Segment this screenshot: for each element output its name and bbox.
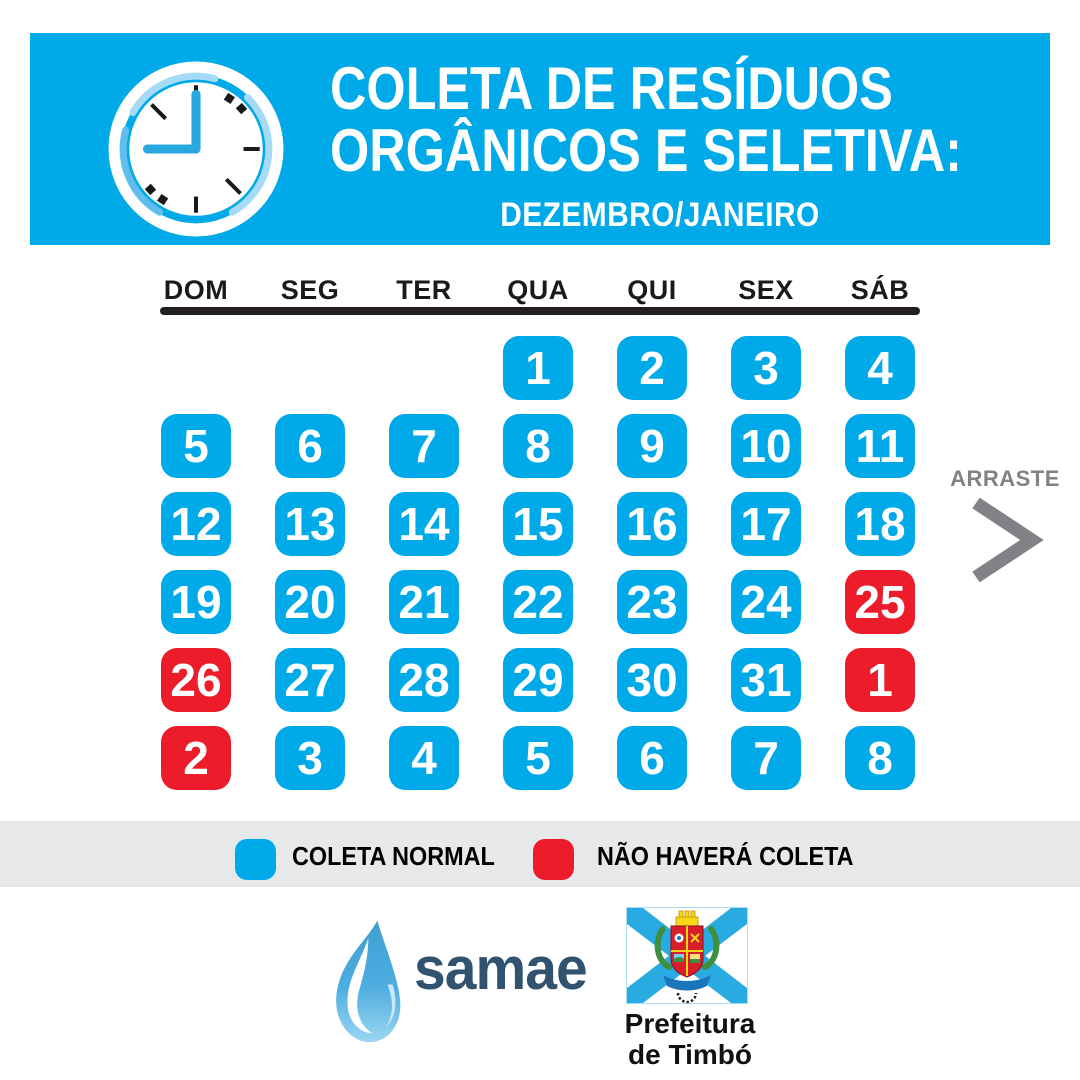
- calendar-grid: 1 2 3 4 5 6 7 8 9 10 11 12 13 14 15 16 17 18 19 20 21 22 23 24 2…: [161, 336, 915, 790]
- page-title-line1: COLETA DE RESÍDUOS: [330, 55, 893, 122]
- day-header: TER: [396, 275, 452, 305]
- calendar-day-cell: 10: [731, 414, 801, 478]
- calendar-day-cell: 14: [389, 492, 459, 556]
- calendar-day-cell: 30: [617, 648, 687, 712]
- calendar-day-cell: 27: [275, 648, 345, 712]
- day-header: DOM: [163, 275, 229, 305]
- samae-logo: samae: [328, 918, 588, 1048]
- calendar-empty-slot: [161, 336, 231, 400]
- calendar-empty-slot: [389, 336, 459, 400]
- calendar-day-cell: 19: [161, 570, 231, 634]
- drag-hint-label: ARRASTE: [950, 466, 1060, 491]
- calendar-day-cell: 16: [617, 492, 687, 556]
- calendar-day-cell: 28: [389, 648, 459, 712]
- calendar-day-cell: 1: [503, 336, 573, 400]
- calendar-day-cell: 4: [845, 336, 915, 400]
- calendar-day-cell: 2: [161, 726, 231, 790]
- calendar-day-cell: 29: [503, 648, 573, 712]
- calendar-day-cell: 26: [161, 648, 231, 712]
- header-banner: COLETA DE RESÍDUOS ORGÂNICOS E SELETIVA:…: [30, 33, 1050, 245]
- calendar-day-cell: 31: [731, 648, 801, 712]
- clock-icon: [108, 61, 284, 237]
- day-header: SEG: [280, 275, 340, 305]
- calendar-day-cell: 22: [503, 570, 573, 634]
- calendar-day-cell: 5: [503, 726, 573, 790]
- calendar-day-cell: 8: [503, 414, 573, 478]
- calendar-day-cell: 18: [845, 492, 915, 556]
- calendar-day-cell: 9: [617, 414, 687, 478]
- day-header: SEX: [738, 275, 794, 305]
- calendar-day-headers: DOM SEG TER QUA QUI SEX SÁB: [161, 275, 915, 306]
- calendar-day-cell: 20: [275, 570, 345, 634]
- calendar-day-cell: 7: [389, 414, 459, 478]
- calendar-day-cell: 4: [389, 726, 459, 790]
- legend-label-normal: COLETA NORMAL: [292, 841, 495, 871]
- calendar-header-rule: [160, 307, 920, 315]
- day-header: QUA: [507, 275, 569, 305]
- calendar-day-cell: 24: [731, 570, 801, 634]
- calendar-day-cell: 23: [617, 570, 687, 634]
- day-header: SÁB: [850, 275, 910, 305]
- prefeitura-label-line1: Prefeitura: [624, 1008, 756, 1039]
- calendar-day-cell: 6: [617, 726, 687, 790]
- samae-wordmark: samae: [414, 935, 588, 1002]
- page-title-line2: ORGÂNICOS E SELETIVA:: [330, 117, 962, 184]
- calendar-day-cell: 2: [617, 336, 687, 400]
- prefeitura-label-line2: de Timbó: [628, 1039, 752, 1070]
- calendar-day-cell: 25: [845, 570, 915, 634]
- calendar-day-cell: 6: [275, 414, 345, 478]
- legend-swatch-normal: [235, 839, 276, 880]
- legend-swatch-no-collection: [533, 839, 574, 880]
- calendar-day-cell: 3: [731, 336, 801, 400]
- timbo-flag-icon: [626, 907, 748, 1004]
- calendar-day-cell: 13: [275, 492, 345, 556]
- calendar-day-cell: 17: [731, 492, 801, 556]
- prefeitura-logo: Prefeitura de Timbó: [610, 907, 770, 1077]
- legend-band: COLETA NORMAL NÃO HAVERÁ COLETA: [0, 821, 1080, 887]
- calendar-empty-slot: [275, 336, 345, 400]
- water-drop-icon: [336, 920, 401, 1043]
- calendar-day-cell: 1: [845, 648, 915, 712]
- calendar-day-cell: 12: [161, 492, 231, 556]
- calendar-day-cell: 21: [389, 570, 459, 634]
- calendar-day-cell: 7: [731, 726, 801, 790]
- chevron-right-icon[interactable]: [968, 496, 1044, 584]
- page-subtitle: DEZEMBRO/JANEIRO: [500, 196, 820, 234]
- day-header: QUI: [627, 275, 677, 305]
- calendar-day-cell: 8: [845, 726, 915, 790]
- legend-label-no-collection: NÃO HAVERÁ COLETA: [597, 841, 854, 871]
- calendar-day-cell: 3: [275, 726, 345, 790]
- prefeitura-label: Prefeitura de Timbó: [610, 1008, 770, 1070]
- calendar-day-cell: 15: [503, 492, 573, 556]
- header-title-block: COLETA DE RESÍDUOS ORGÂNICOS E SELETIVA:…: [330, 33, 990, 245]
- calendar-day-cell: 5: [161, 414, 231, 478]
- calendar-day-cell: 11: [845, 414, 915, 478]
